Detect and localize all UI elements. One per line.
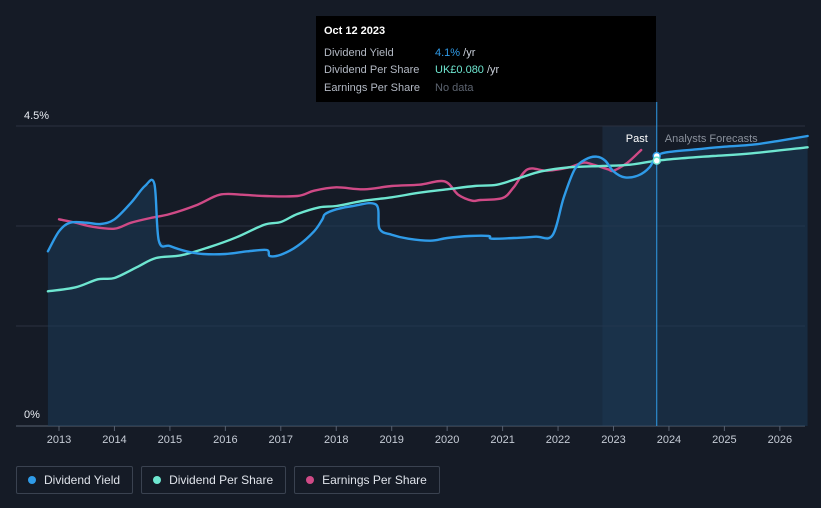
x-tick-label: 2016: [213, 434, 237, 446]
tooltip: Oct 12 2023 Dividend Yield 4.1% /yr Divi…: [316, 16, 656, 102]
dividend-yield-area: [47, 136, 808, 426]
x-tick-label: 2020: [435, 434, 459, 446]
past-label: Past: [626, 133, 648, 145]
x-tick-label: 2013: [47, 434, 71, 446]
chart: 2013 2014 2015 2016 2017 2018 2019 2020 2021 2022…: [16, 102, 809, 446]
tooltip-label: Earnings Per Share: [324, 81, 420, 94]
legend-dot-icon: [28, 476, 36, 484]
x-tick-label: 2023: [601, 434, 625, 446]
y-tick-bottom: 0%: [24, 409, 40, 421]
tooltip-value: 4.1%: [435, 46, 461, 59]
x-tick-label: 2024: [657, 434, 681, 446]
x-tick-label: 2014: [102, 434, 126, 446]
tooltip-value: UK£0.080: [435, 64, 484, 77]
legend-dividend-yield[interactable]: Dividend Yield: [16, 466, 134, 494]
tooltip-row-eps: Earnings Per Share No data: [324, 79, 648, 97]
tooltip-row-dps: Dividend Per Share UK£0.080 /yr: [324, 62, 648, 80]
legend: Dividend Yield Dividend Per Share Earnin…: [16, 466, 440, 494]
legend-label: Dividend Yield: [44, 473, 121, 487]
x-tick-label: 2019: [379, 434, 403, 446]
x-tick-label: 2015: [158, 434, 182, 446]
x-tick-label: 2022: [546, 434, 570, 446]
x-tick-label: 2017: [269, 434, 293, 446]
dividend-yield-line: [46, 134, 809, 258]
x-tick-label: 2026: [768, 434, 792, 446]
x-tick-label: 2025: [712, 434, 736, 446]
legend-label: Dividend Per Share: [169, 473, 274, 487]
legend-label: Earnings Per Share: [322, 473, 427, 487]
legend-dot-icon: [306, 476, 315, 484]
y-tick-top: 4.5%: [24, 110, 49, 122]
x-tick-label: 2018: [324, 434, 348, 446]
legend-dot-icon: [153, 476, 162, 484]
x-tick-label: 2021: [490, 434, 514, 446]
legend-earnings-per-share[interactable]: Earnings Per Share: [294, 466, 440, 494]
tooltip-row-yield: Dividend Yield 4.1% /yr: [324, 44, 648, 62]
tooltip-label: Dividend Yield: [324, 46, 394, 59]
legend-dividend-per-share[interactable]: Dividend Per Share: [141, 466, 287, 494]
dividend-per-share-marker: [652, 156, 662, 165]
forecast-label: Analysts Forecasts: [665, 133, 758, 145]
tooltip-label: Dividend Per Share: [324, 64, 420, 77]
tooltip-unit: /yr: [483, 64, 500, 77]
tooltip-date: Oct 12 2023: [324, 25, 386, 37]
x-axis: 2013 2014 2015 2016 2017 2018 2019 2020 2021 2022…: [47, 426, 792, 446]
dividend-per-share-line: [46, 146, 809, 293]
tooltip-nodata: No data: [435, 81, 474, 94]
tooltip-unit: /yr: [460, 46, 476, 59]
